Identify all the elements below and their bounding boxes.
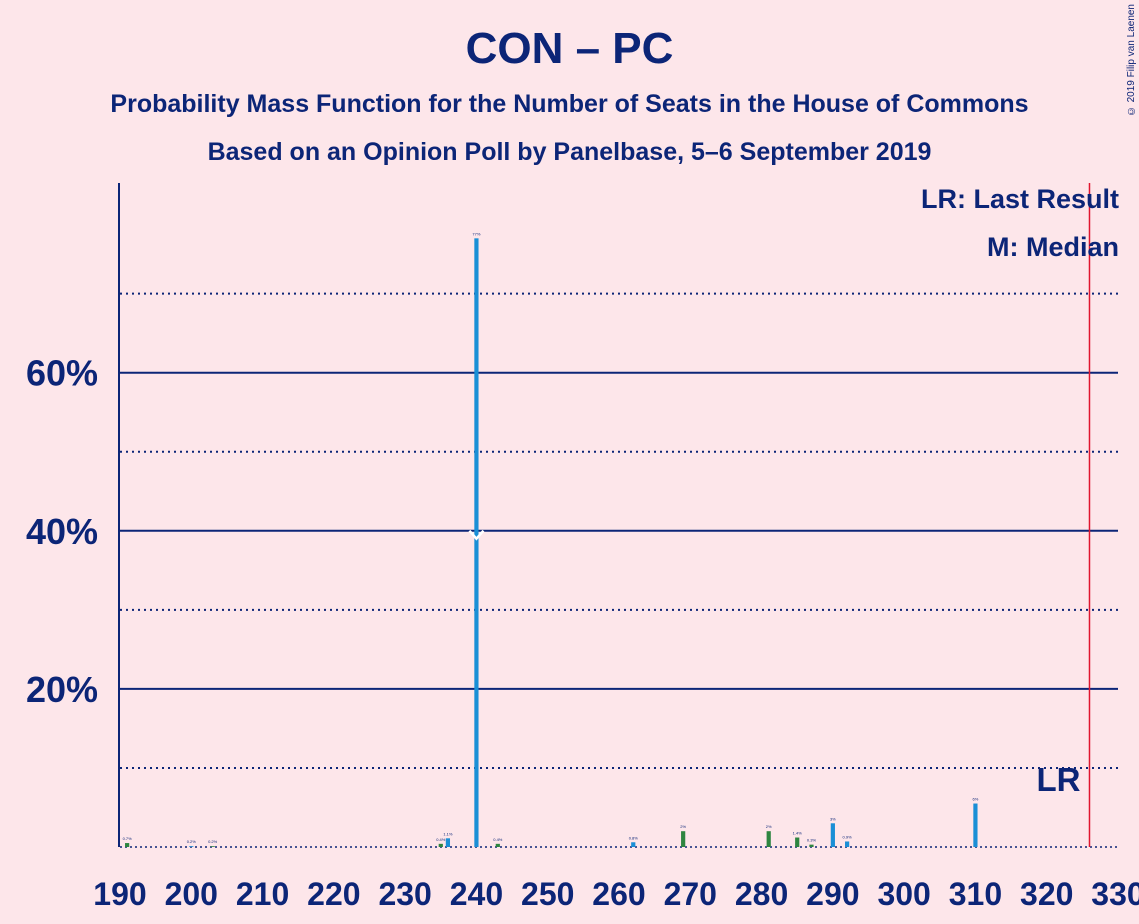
bar-value-label: 0.8%	[629, 835, 639, 840]
x-tick-label: 280	[735, 876, 788, 912]
x-tick-label: 230	[378, 876, 431, 912]
last-result-label: LR	[1036, 761, 1080, 798]
bar	[681, 831, 686, 847]
bar	[125, 843, 130, 847]
x-tick-label: 250	[521, 876, 574, 912]
bar-value-label: 77%	[472, 231, 480, 236]
y-tick-label: 60%	[26, 353, 98, 394]
bar	[189, 846, 194, 847]
bar-value-label: 6%	[973, 797, 979, 802]
x-tick-label: 300	[877, 876, 930, 912]
bar	[438, 843, 443, 847]
bar	[495, 843, 500, 847]
x-tick-label: 190	[93, 876, 146, 912]
bar-value-label: 0.9%	[843, 834, 853, 839]
bar-value-label: 1.1%	[443, 831, 453, 836]
x-tick-label: 310	[949, 876, 1002, 912]
legend-median: M: Median	[987, 232, 1119, 262]
bar-value-label: 0.7%	[123, 836, 133, 841]
x-tick-label: 330	[1091, 876, 1139, 912]
bar	[809, 844, 814, 847]
median-marker	[468, 529, 485, 541]
x-tick-label: 260	[592, 876, 645, 912]
chart-subtitle-2: Based on an Opinion Poll by Panelbase, 5…	[207, 138, 932, 166]
y-tick-label: 20%	[26, 669, 98, 710]
x-tick-label: 200	[165, 876, 218, 912]
x-tick-label: 220	[307, 876, 360, 912]
bar	[766, 831, 771, 847]
bar-value-label: 2%	[680, 824, 686, 829]
bar-value-label: 0.3%	[807, 838, 817, 843]
bar	[445, 838, 451, 847]
bar-value-label: 3%	[830, 816, 836, 821]
bar-value-label: 0.2%	[187, 839, 197, 844]
x-tick-label: 320	[1020, 876, 1073, 912]
bar	[474, 238, 479, 848]
bar-value-label: 2%	[766, 824, 772, 829]
bar-value-label: 0.4%	[436, 837, 446, 842]
x-tick-label: 270	[664, 876, 717, 912]
bar-value-label: 0.2%	[208, 839, 218, 844]
bar-value-label: 1.4%	[793, 831, 803, 836]
x-tick-label: 290	[806, 876, 859, 912]
bar	[830, 823, 835, 847]
bar	[845, 841, 850, 847]
bar	[795, 837, 800, 847]
bar	[973, 803, 978, 847]
bar	[631, 842, 636, 847]
x-tick-label: 210	[236, 876, 289, 912]
y-tick-label: 40%	[26, 511, 98, 552]
chart-title: CON – PC	[465, 24, 674, 73]
chart-subtitle: Probability Mass Function for the Number…	[110, 90, 1029, 118]
bar-value-label: 0.4%	[493, 837, 503, 842]
x-tick-label: 240	[450, 876, 503, 912]
bar	[210, 846, 215, 847]
legend-last-result: LR: Last Result	[920, 184, 1119, 214]
